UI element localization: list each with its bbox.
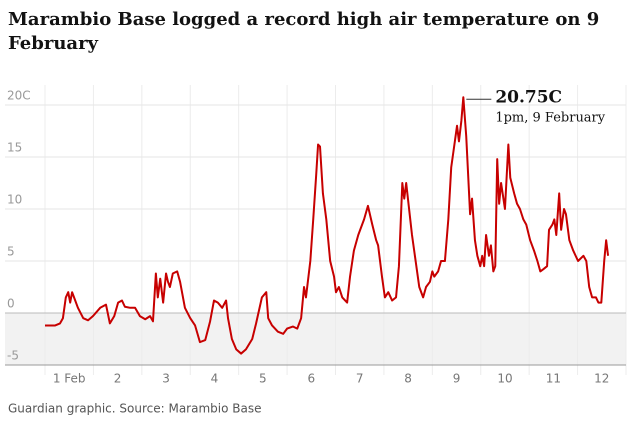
x-tick-label: 12 (594, 372, 609, 386)
title-line: Marambio Base logged a record high air t… (8, 9, 599, 30)
temperature-line (45, 96, 610, 355)
x-tick-label: 6 (307, 372, 315, 386)
y-tick-label: 10 (7, 193, 22, 207)
title-line: February (8, 33, 99, 54)
annotation-label: 20.75C (495, 88, 562, 108)
y-tick-label: -5 (7, 349, 19, 363)
x-tick-label: 2 (114, 372, 122, 386)
chart-title: Marambio Base logged a record high air t… (8, 9, 599, 54)
x-tick-label: 4 (211, 372, 219, 386)
source: Guardian graphic. Source: Marambio Base (8, 402, 261, 416)
x-tick-label: 3 (162, 372, 170, 386)
x-tick-label: 7 (356, 372, 364, 386)
y-tick-label: 20C (7, 89, 31, 103)
x-tick-label: 8 (404, 372, 412, 386)
x-tick-label: 9 (453, 372, 461, 386)
y-tick-label: 5 (7, 245, 15, 259)
y-tick-label: 0 (7, 297, 15, 311)
x-tick-label: 11 (546, 372, 561, 386)
y-tick-label: 15 (7, 141, 22, 155)
annotation-sublabel: 1pm, 9 February (495, 111, 605, 126)
x-tick-label: 10 (497, 372, 512, 386)
x-tick-label: 5 (259, 372, 267, 386)
x-tick-label: 1 Feb (53, 372, 86, 386)
below-zero-area (5, 313, 626, 365)
